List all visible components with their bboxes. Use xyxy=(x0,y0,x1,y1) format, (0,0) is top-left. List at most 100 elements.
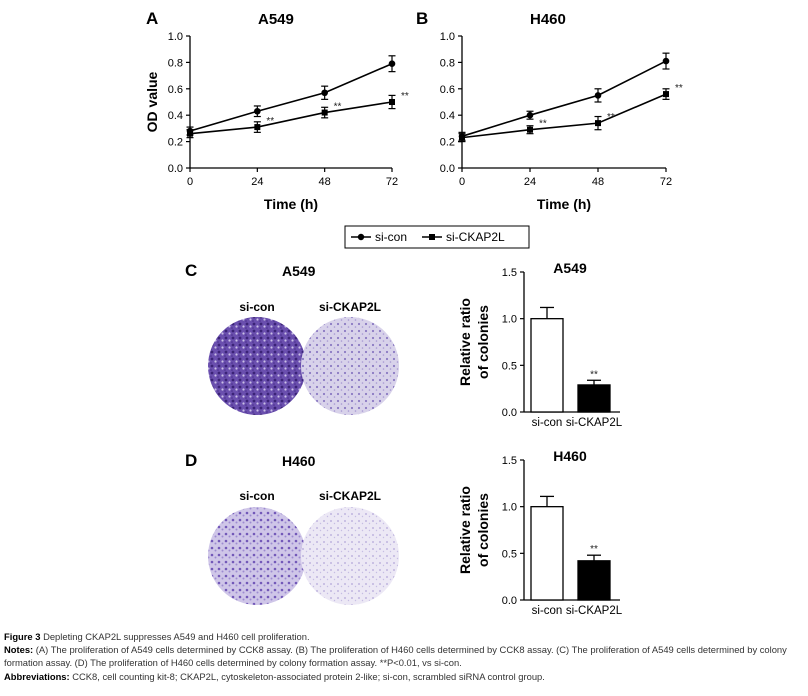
panel-a-y-tick-label: 0.6 xyxy=(168,84,183,96)
panel-c-bar-si-ckap2l xyxy=(577,384,611,413)
panel-c-chart-title: A549 xyxy=(553,260,587,276)
panel-b-significance-label: ** xyxy=(675,83,683,94)
panel-b-x-axis-label: Time (h) xyxy=(537,196,591,212)
panel-a-letter: A xyxy=(146,9,158,28)
abbreviations-text: CCK8, cell counting kit-8; CKAP2L, cytos… xyxy=(69,670,545,682)
panel-c-letter: C xyxy=(185,261,197,280)
panel-a-significance-label: ** xyxy=(334,102,342,113)
colony-plate-icon xyxy=(208,507,306,605)
panel-b-significance-label: ** xyxy=(539,119,547,130)
panel-d-category-label: si-CKAP2L xyxy=(566,605,623,617)
caption-title-line: Figure 3 Depleting CKAP2L suppresses A54… xyxy=(4,630,804,643)
panel-d-title: H460 xyxy=(282,453,316,469)
panel-b-point-si-ckap2l xyxy=(459,134,465,141)
figure-caption: Figure 3 Depleting CKAP2L suppresses A54… xyxy=(4,630,804,683)
panel-a-y-axis-label: OD value xyxy=(144,71,160,132)
panel-b-point-si-con xyxy=(526,111,534,119)
panel-d-chart-title: H460 xyxy=(553,448,587,464)
panel-a-x-tick-label: 0 xyxy=(187,176,193,188)
panel-d-y-tick-label: 0.5 xyxy=(502,548,517,560)
caption-notes: Notes: (A) The proliferation of A549 cel… xyxy=(4,643,804,669)
panel-d-y-tick-label: 1.0 xyxy=(502,502,517,514)
panel-a-series-line-si-con xyxy=(189,62,393,132)
panel-b-y-tick-label: 0.4 xyxy=(440,110,455,122)
panel-c-y-tick-label: 0.0 xyxy=(502,407,517,419)
panel-b-y-tick-label: 1.0 xyxy=(440,31,455,43)
figure-canvas: A A549 B H460 C A549 D H460 si-con si-CK… xyxy=(144,9,683,617)
colony-plate-icon xyxy=(301,507,399,605)
panel-b-point-si-ckap2l xyxy=(595,120,601,127)
panel-a-x-tick-label: 72 xyxy=(386,176,398,188)
panel-a-x-tick-label: 24 xyxy=(251,176,263,188)
panel-a-point-si-con xyxy=(388,60,396,68)
panel-a-y-tick-label: 0.8 xyxy=(168,57,183,69)
panel-d-significance-label: ** xyxy=(590,544,598,555)
panel-c-right-label: si-CKAP2L xyxy=(319,300,381,314)
panel-c-category-label: si-con xyxy=(532,417,563,429)
panel-d-letter: D xyxy=(185,451,197,470)
panel-a-point-si-ckap2l xyxy=(254,124,261,131)
legend-item-si-ckap2l: si-CKAP2L xyxy=(446,230,505,244)
panel-b-title: H460 xyxy=(530,11,566,28)
panel-c-y-tick-label: 0.5 xyxy=(502,360,517,372)
figure-text: Depleting CKAP2L suppresses A549 and H46… xyxy=(40,631,310,642)
panel-a-title: A549 xyxy=(258,11,294,28)
panel-a-significance-label: ** xyxy=(266,116,274,127)
legend: si-con si-CKAP2L xyxy=(344,225,530,249)
panel-b-point-si-con xyxy=(662,57,670,65)
panel-b-y-tick-label: 0.0 xyxy=(440,163,455,175)
colony-plate-icon xyxy=(301,317,399,415)
circle-marker-icon xyxy=(357,233,365,241)
panel-b-x-tick-label: 48 xyxy=(592,176,604,188)
panel-a-point-si-ckap2l xyxy=(187,130,193,137)
panel-d-y-axis-label-line-1: Relative ratio xyxy=(457,486,473,574)
panel-a-y-tick-label: 0.0 xyxy=(168,163,183,175)
panel-d-y-tick-label: 1.5 xyxy=(502,455,517,467)
panel-c-y-axis-label-line-2: of colonies xyxy=(475,305,491,379)
panel-c-y-tick-label: 1.0 xyxy=(502,314,517,326)
panel-a-x-axis-label: Time (h) xyxy=(264,196,318,212)
colony-plate-icon xyxy=(208,317,306,415)
panel-a-y-tick-label: 0.2 xyxy=(168,137,183,149)
legend-item-si-con: si-con xyxy=(375,230,407,244)
panel-a-point-si-ckap2l xyxy=(389,99,395,105)
panel-c-bar-si-con xyxy=(530,318,564,413)
panel-a-point-si-con xyxy=(254,107,261,115)
panel-b-series-line-si-con xyxy=(461,60,667,138)
panel-d-bar-si-ckap2l xyxy=(577,560,611,601)
panel-b-x-tick-label: 24 xyxy=(524,176,536,188)
panel-d-y-tick-label: 0.0 xyxy=(502,595,517,607)
panel-a-point-si-con xyxy=(321,89,328,97)
panel-b-y-tick-label: 0.6 xyxy=(440,84,455,96)
panel-b-series-line-si-ckap2l xyxy=(461,93,667,139)
panel-b-letter: B xyxy=(416,9,428,28)
panel-c-category-label: si-CKAP2L xyxy=(566,417,623,429)
notes-label: Notes: xyxy=(4,644,34,656)
panel-b-x-tick-label: 0 xyxy=(459,176,465,188)
panel-d-bar-si-con xyxy=(530,506,564,601)
panel-c-y-tick-label: 1.5 xyxy=(502,267,517,279)
panel-a-series-line-si-ckap2l xyxy=(189,101,393,135)
panel-b-x-tick-label: 72 xyxy=(660,176,672,188)
panel-a-point-si-ckap2l xyxy=(321,109,328,116)
panel-c-title: A549 xyxy=(282,263,316,279)
square-marker-icon xyxy=(429,234,435,240)
panel-b-point-si-ckap2l xyxy=(527,126,533,133)
caption-abbreviations: Abbreviations: CCK8, cell counting kit-8… xyxy=(4,670,804,683)
panel-c-significance-label: ** xyxy=(590,369,598,380)
panel-c-left-label: si-con xyxy=(239,300,274,314)
notes-text: (A) The proliferation of A549 cells dete… xyxy=(4,644,787,669)
panel-b-y-tick-label: 0.2 xyxy=(440,137,455,149)
panel-d-y-axis-label-line-2: of colonies xyxy=(475,493,491,567)
panel-d-right-label: si-CKAP2L xyxy=(319,489,381,503)
figure-label: Figure 3 xyxy=(4,631,41,642)
panel-b-point-si-con xyxy=(594,92,602,99)
panel-a-x-tick-label: 48 xyxy=(319,176,331,188)
panel-d-left-label: si-con xyxy=(239,489,274,503)
panel-a-significance-label: ** xyxy=(401,91,409,102)
panel-b-y-tick-label: 0.8 xyxy=(440,57,455,69)
panel-a-y-tick-label: 1.0 xyxy=(168,31,183,43)
panel-b-significance-label: ** xyxy=(607,112,615,123)
panel-c-y-axis-label-line-1: Relative ratio xyxy=(457,298,473,386)
panel-a-y-tick-label: 0.4 xyxy=(168,110,183,122)
